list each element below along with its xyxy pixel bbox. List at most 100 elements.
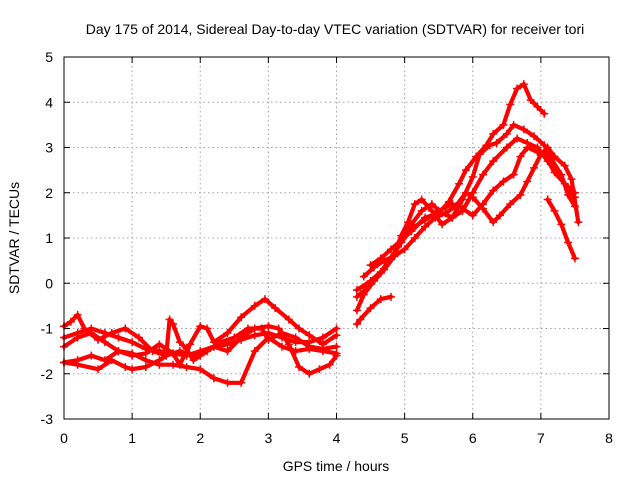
data-point	[513, 84, 522, 93]
data-point	[260, 295, 269, 304]
data-point	[196, 322, 205, 331]
data-point	[366, 304, 375, 313]
y-tick-label: 0	[45, 275, 53, 291]
y-tick-labels: -3 -2 -1 0 1 2 3 4 5	[41, 49, 54, 427]
data-point	[114, 347, 123, 356]
data-point	[570, 254, 579, 263]
data-point	[506, 200, 515, 209]
data-point	[305, 344, 314, 353]
data-point	[128, 365, 137, 374]
series-s12	[543, 195, 579, 263]
data-point	[121, 362, 130, 371]
data-point	[359, 290, 368, 299]
data-point	[175, 360, 184, 369]
data-point	[87, 351, 96, 360]
data-point	[468, 211, 477, 220]
data-point	[196, 365, 205, 374]
data-point	[250, 324, 259, 333]
series-s5	[60, 315, 341, 378]
data-point	[431, 213, 440, 222]
data-point	[356, 315, 365, 324]
data-point	[121, 324, 130, 333]
data-point	[107, 356, 116, 365]
data-point	[482, 141, 491, 150]
data-point	[369, 276, 378, 285]
data-point	[155, 356, 164, 365]
data-point	[182, 362, 191, 371]
data-point	[489, 218, 498, 227]
data-point	[325, 360, 334, 369]
y-axis-label: SDTVAR / TECUs	[6, 182, 22, 294]
data-point	[305, 369, 314, 378]
data-point	[237, 313, 246, 322]
x-tick-label: 5	[401, 430, 409, 446]
data-point	[250, 331, 259, 340]
data-point	[417, 206, 426, 215]
data-point	[564, 191, 573, 200]
data-point	[278, 342, 286, 351]
data-point	[295, 362, 304, 371]
data-point	[574, 218, 583, 227]
data-point	[134, 333, 143, 342]
data-point	[468, 172, 477, 181]
data-point	[73, 329, 82, 338]
data-point	[509, 170, 518, 179]
data-point	[516, 152, 525, 161]
data-point	[271, 304, 280, 313]
series-s6	[352, 292, 395, 328]
data-point	[380, 265, 389, 274]
data-point	[438, 220, 447, 229]
data-point	[523, 138, 532, 147]
data-point	[318, 347, 327, 356]
data-point	[169, 360, 177, 369]
data-point	[114, 333, 123, 342]
data-point	[421, 213, 430, 222]
series-line	[545, 197, 578, 261]
data-point	[499, 177, 508, 186]
series-line	[354, 136, 578, 293]
data-point	[332, 331, 341, 340]
data-point	[461, 188, 470, 197]
x-tick-label: 0	[60, 430, 68, 446]
data-point	[359, 272, 368, 281]
data-point	[315, 365, 324, 374]
data-point	[87, 324, 96, 333]
y-tick-label: -1	[41, 321, 54, 337]
x-tick-label: 6	[469, 430, 477, 446]
data-point	[223, 347, 232, 356]
data-point	[550, 206, 559, 215]
data-point	[567, 175, 576, 184]
data-point	[332, 351, 341, 360]
data-point	[94, 365, 103, 374]
data-point	[332, 324, 341, 333]
data-point	[451, 202, 460, 211]
data-point	[186, 340, 195, 349]
series-line	[354, 122, 578, 313]
data-point	[100, 338, 109, 347]
data-point	[318, 333, 327, 342]
data-point	[519, 125, 528, 134]
x-tick-label: 4	[333, 430, 341, 446]
data-point	[489, 129, 498, 138]
y-tick-label: 4	[45, 94, 53, 110]
data-point	[169, 319, 177, 328]
data-point	[478, 170, 487, 179]
data-point	[189, 356, 198, 365]
data-point	[264, 333, 273, 342]
data-point	[352, 319, 361, 328]
x-tick-labels: 0 1 2 3 4 5 6 7 8	[60, 430, 613, 446]
data-point	[169, 349, 177, 358]
data-point	[250, 347, 259, 356]
series-s11	[359, 143, 583, 281]
data-point	[203, 324, 212, 333]
data-point	[369, 263, 378, 272]
data-point	[376, 295, 385, 304]
data-point	[284, 315, 293, 324]
data-point	[530, 132, 539, 141]
data-point	[404, 218, 413, 227]
data-point	[458, 206, 467, 215]
data-point	[291, 338, 300, 347]
data-series	[60, 80, 583, 387]
plot-frame	[63, 56, 610, 420]
data-point	[141, 356, 150, 365]
